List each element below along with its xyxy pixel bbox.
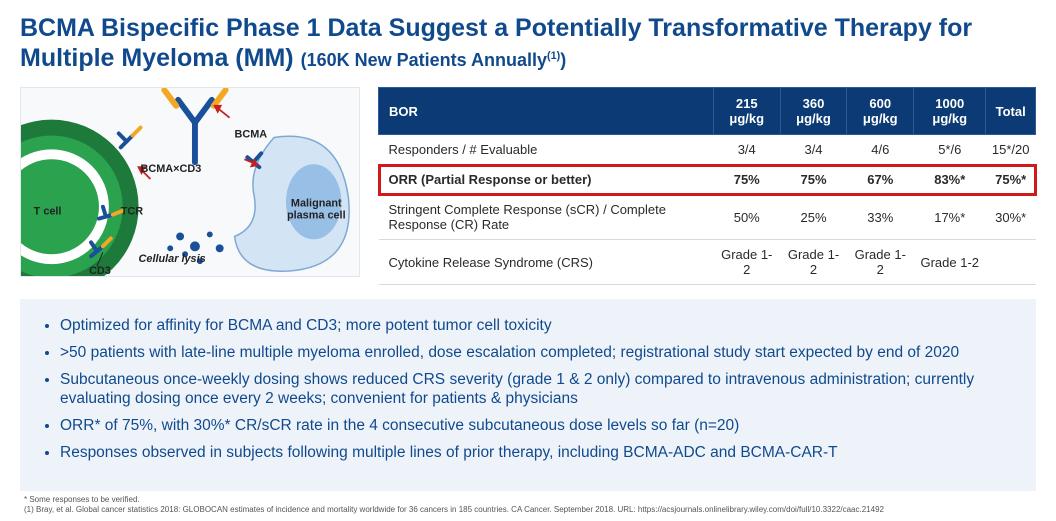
bullet-panel: Optimized for affinity for BCMA and CD3;… [20,299,1036,491]
table-cell: 30%* [986,195,1036,240]
col-dose: 360 μg/kg [780,88,847,135]
bullet-item: Optimized for affinity for BCMA and CD3;… [60,316,1018,336]
label-tcell: T cell [34,206,62,218]
col-dose: 215 μg/kg [713,88,780,135]
label-malig2: plasma cell [287,210,346,222]
bullet-list: Optimized for affinity for BCMA and CD3;… [48,316,1018,463]
slide: BCMA Bispecific Phase 1 Data Suggest a P… [0,0,1056,521]
bor-table: BOR215 μg/kg360 μg/kg600 μg/kg1000 μg/kg… [378,87,1036,285]
table-cell: 75% [780,165,847,195]
slide-title: BCMA Bispecific Phase 1 Data Suggest a P… [20,14,1036,73]
table-cell: 15*/20 [986,135,1036,165]
mechanism-diagram: T cell Malignant plasma cell [20,87,360,277]
table-cell: Stringent Complete Response (sCR) / Comp… [379,195,714,240]
bullet-item: Subcutaneous once-weekly dosing shows re… [60,370,1018,410]
label-lysis: Cellular lysis [139,253,206,265]
table-cell: Cytokine Release Syndrome (CRS) [379,240,714,285]
title-sup: (1) [547,50,560,62]
table-cell: Responders / # Evaluable [379,135,714,165]
table-cell: 3/4 [780,135,847,165]
table-cell: Grade 1-2 [780,240,847,285]
table-cell: 17%* [914,195,986,240]
table-cell: 25% [780,195,847,240]
data-table-wrap: BOR215 μg/kg360 μg/kg600 μg/kg1000 μg/kg… [378,87,1036,285]
title-sub: 160K New Patients Annually [307,50,547,70]
table-cell: 83%* [914,165,986,195]
table-body: Responders / # Evaluable3/43/44/65*/615*… [379,135,1036,285]
table-row: Responders / # Evaluable3/43/44/65*/615*… [379,135,1036,165]
col-bor: BOR [379,88,714,135]
table-cell: 75%* [986,165,1036,195]
bullet-item: >50 patients with late-line multiple mye… [60,343,1018,363]
bullet-item: ORR* of 75%, with 30%* CR/sCR rate in th… [60,416,1018,436]
bullet-item: Responses observed in subjects following… [60,443,1018,463]
label-bcma-cd3: BCMA×CD3 [141,163,202,175]
label-tcr: TCR [121,206,143,218]
footnotes: * Some responses to be verified.(1) Bray… [20,495,1036,515]
table-cell: 67% [847,165,914,195]
table-cell [986,240,1036,285]
col-dose: Total [986,88,1036,135]
table-row: Cytokine Release Syndrome (CRS)Grade 1-2… [379,240,1036,285]
title-sub-close: ) [560,50,566,70]
table-cell: 33% [847,195,914,240]
content-row: T cell Malignant plasma cell [20,87,1036,285]
label-cd3: CD3 [89,265,111,276]
table-row: ORR (Partial Response or better)75%75%67… [379,165,1036,195]
footnote-line: (1) Bray, et al. Global cancer statistic… [24,505,1036,515]
footnote-line: * Some responses to be verified. [24,495,1036,505]
table-cell: 75% [713,165,780,195]
table-cell: Grade 1-2 [847,240,914,285]
table-cell: 50% [713,195,780,240]
table-cell: ORR (Partial Response or better) [379,165,714,195]
table-header-row: BOR215 μg/kg360 μg/kg600 μg/kg1000 μg/kg… [379,88,1036,135]
label-bcma: BCMA [235,128,268,140]
table-row: Stringent Complete Response (sCR) / Comp… [379,195,1036,240]
table-cell: 5*/6 [914,135,986,165]
col-dose: 600 μg/kg [847,88,914,135]
table-cell: 4/6 [847,135,914,165]
label-malig1: Malignant [291,198,342,210]
table-cell: Grade 1-2 [713,240,780,285]
col-dose: 1000 μg/kg [914,88,986,135]
table-cell: Grade 1-2 [914,240,986,285]
table-cell: 3/4 [713,135,780,165]
